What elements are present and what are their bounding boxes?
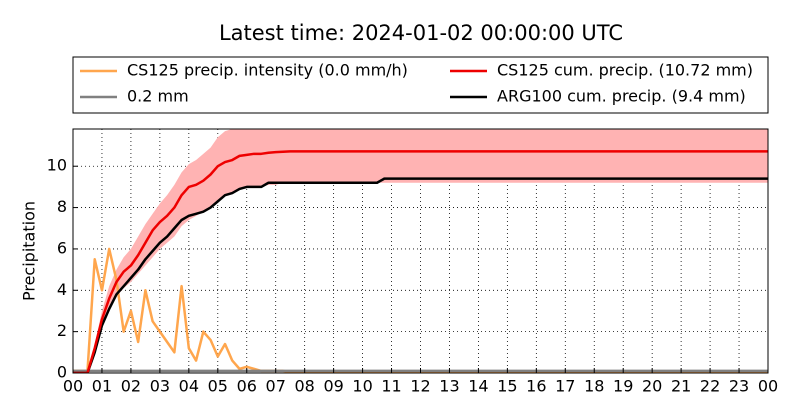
x-tick-label: 19 — [613, 377, 633, 396]
y-tick-label: 4 — [57, 280, 67, 299]
x-tick-label: 23 — [729, 377, 749, 396]
x-tick-label: 02 — [121, 377, 141, 396]
legend-label: 0.2 mm — [127, 87, 189, 106]
x-tick-label: 07 — [266, 377, 286, 396]
x-tick-label: 01 — [92, 377, 112, 396]
x-tick-label: 09 — [323, 377, 343, 396]
x-tick-label: 00 — [758, 377, 778, 396]
x-tick-label: 22 — [700, 377, 720, 396]
y-tick-label: 10 — [47, 156, 67, 175]
x-tick-label: 16 — [526, 377, 546, 396]
y-tick-label: 6 — [57, 238, 67, 257]
x-tick-label: 08 — [294, 377, 314, 396]
x-tick-label: 04 — [179, 377, 199, 396]
x-tick-label: 03 — [150, 377, 170, 396]
chart-title: Latest time: 2024-01-02 00:00:00 UTC — [219, 21, 623, 45]
series-line — [73, 150, 768, 373]
x-tick-label: 13 — [439, 377, 459, 396]
x-tick-label: 20 — [642, 377, 662, 396]
y-tick-label: 2 — [57, 321, 67, 340]
x-tick-label: 11 — [381, 377, 401, 396]
y-tick-label: 0 — [57, 363, 67, 382]
series-line — [73, 177, 768, 373]
x-tick-label: 18 — [584, 377, 604, 396]
x-tick-label: 15 — [497, 377, 517, 396]
legend-label: ARG100 cum. precip. (9.4 mm) — [497, 87, 746, 106]
x-tick-label: 12 — [410, 377, 430, 396]
y-axis-label: Precipitation — [20, 201, 39, 301]
x-tick-label: 17 — [555, 377, 575, 396]
x-tick-label: 10 — [352, 377, 372, 396]
x-tick-label: 14 — [468, 377, 488, 396]
x-tick-label: 05 — [208, 377, 228, 396]
legend-box — [72, 56, 769, 114]
x-tick-label: 06 — [237, 377, 257, 396]
legend-label: CS125 precip. intensity (0.0 mm/h) — [127, 61, 408, 80]
x-tick-label: 21 — [671, 377, 691, 396]
legend-label: CS125 cum. precip. (10.72 mm) — [497, 61, 753, 80]
x-tick-label: 00 — [63, 377, 83, 396]
y-tick-label: 8 — [57, 197, 67, 216]
